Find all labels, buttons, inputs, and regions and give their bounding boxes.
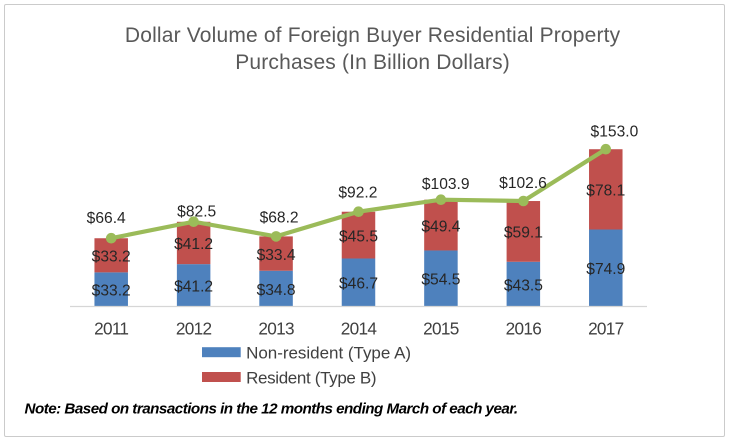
svg-text:2013: 2013 <box>258 319 294 339</box>
svg-text:$33.2: $33.2 <box>92 283 131 300</box>
svg-text:$49.4: $49.4 <box>421 218 460 235</box>
svg-text:$59.1: $59.1 <box>504 225 543 242</box>
svg-text:2016: 2016 <box>506 319 542 339</box>
svg-text:Resident (Type B): Resident (Type B) <box>246 368 376 387</box>
svg-text:2015: 2015 <box>423 319 459 339</box>
svg-text:$45.5: $45.5 <box>339 228 378 245</box>
svg-text:$82.5: $82.5 <box>177 204 216 221</box>
svg-text:$46.7: $46.7 <box>339 276 378 293</box>
svg-text:2012: 2012 <box>176 319 212 339</box>
svg-text:$102.6: $102.6 <box>499 175 547 192</box>
svg-text:$74.9: $74.9 <box>586 261 625 278</box>
svg-text:$41.2: $41.2 <box>174 279 213 296</box>
svg-text:Non-resident (Type A): Non-resident (Type A) <box>246 344 411 363</box>
svg-text:$92.2: $92.2 <box>338 185 377 202</box>
svg-text:$54.5: $54.5 <box>421 272 460 289</box>
svg-text:$43.5: $43.5 <box>504 277 543 294</box>
svg-text:$66.4: $66.4 <box>87 210 126 227</box>
svg-text:2014: 2014 <box>341 319 378 339</box>
svg-text:$103.9: $103.9 <box>422 176 470 193</box>
svg-text:$68.2: $68.2 <box>260 209 299 226</box>
svg-text:Dollar Volume of Foreign Buyer: Dollar Volume of Foreign Buyer Residenti… <box>125 24 621 47</box>
svg-text:$34.8: $34.8 <box>257 282 296 299</box>
svg-text:Purchases (In Billion Dollars): Purchases (In Billion Dollars) <box>235 51 510 74</box>
svg-text:$41.2: $41.2 <box>174 236 213 253</box>
svg-text:$153.0: $153.0 <box>591 124 639 141</box>
svg-text:2011: 2011 <box>94 319 128 339</box>
svg-text:$33.4: $33.4 <box>257 247 296 264</box>
svg-text:$33.2: $33.2 <box>92 249 131 266</box>
svg-text:$78.1: $78.1 <box>586 183 625 200</box>
svg-text:Note: Based on transactions in: Note: Based on transactions in the 12 mo… <box>25 400 518 417</box>
svg-text:2017: 2017 <box>588 319 624 339</box>
